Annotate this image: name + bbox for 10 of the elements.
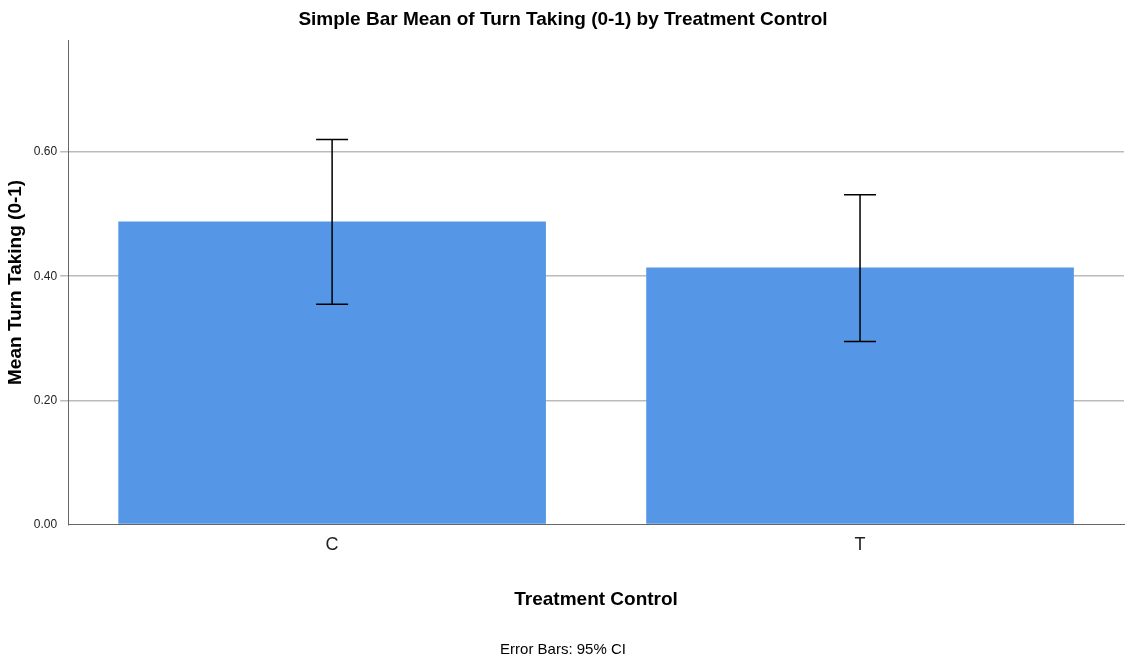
chart-title: Simple Bar Mean of Turn Taking (0-1) by Treatment Control: [297, 8, 829, 30]
y-tick-label: 0.40: [33, 268, 58, 283]
x-axis-title: Treatment Control: [514, 587, 678, 609]
y-tick-label: 0.60: [33, 144, 58, 159]
x-tick-label: T: [854, 534, 866, 555]
y-tick-label: 0.00: [33, 516, 58, 531]
x-tick-label: C: [325, 534, 339, 555]
text: Error Bars: 95% CI: [499, 640, 627, 657]
y-axis-title: Mean Turn Taking (0-1): [3, 179, 25, 385]
y-tick-label: 0.20: [33, 392, 58, 407]
